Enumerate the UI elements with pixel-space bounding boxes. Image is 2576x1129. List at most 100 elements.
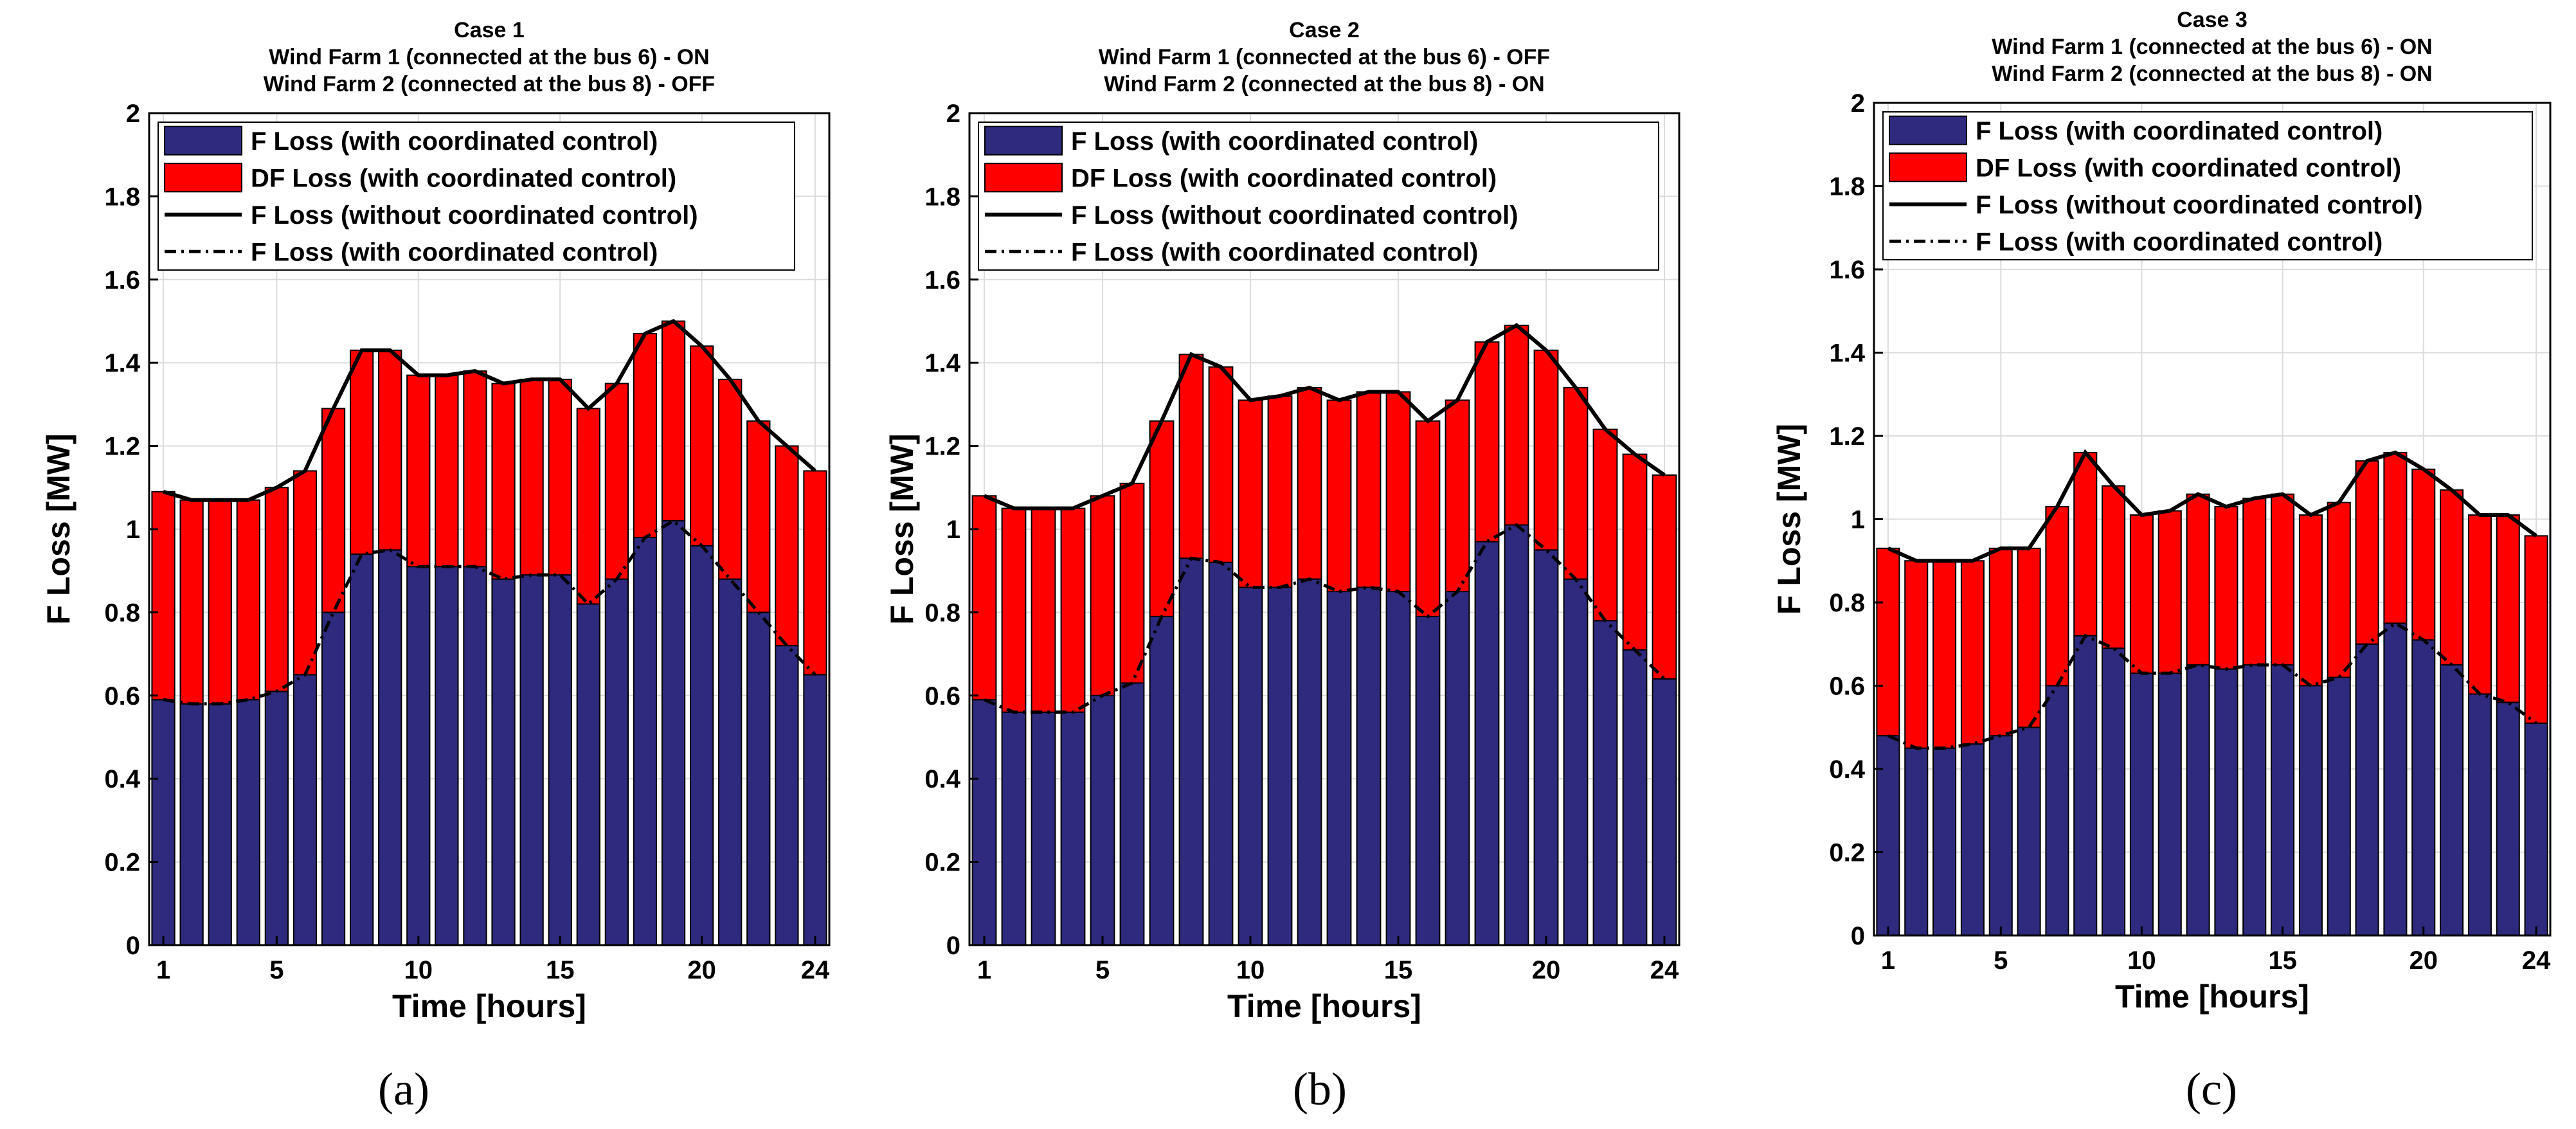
legend-label: DF Loss (with coordinated control): [1071, 164, 1497, 192]
bar-f-loss: [2186, 664, 2210, 936]
line-f-loss-with-coordinated-control: [984, 523, 1666, 714]
y-tick-label: 0.6: [1829, 673, 1865, 701]
x-tick-label: 15: [2268, 946, 2297, 975]
bar-f-loss: [1238, 586, 1263, 946]
bar-f-loss: [1932, 747, 1957, 936]
bar-f-loss: [2411, 639, 2436, 937]
chart-subtitle: Wind Farm 2 (connected at the bus 8) - O…: [1104, 72, 1544, 96]
panel-caption: (a): [378, 1063, 429, 1115]
bar-df-loss: [1960, 560, 1985, 745]
bar-f-loss: [604, 578, 629, 946]
legend-label: F Loss (with coordinated control): [1071, 238, 1478, 266]
bar-df-loss: [2214, 506, 2238, 670]
y-tick-label: 0.4: [1829, 755, 1865, 784]
bar-f-loss: [1876, 735, 1900, 936]
line-f-loss-without-coordinated-control: [163, 318, 816, 502]
bar-df-loss: [1297, 387, 1322, 580]
bar-f-loss: [2327, 676, 2351, 937]
y-tick-label: 1: [946, 516, 960, 544]
bar-f-loss: [633, 536, 658, 946]
bar-df-loss: [2298, 514, 2323, 687]
bar-df-loss: [1533, 349, 1559, 551]
bar-df-loss: [179, 499, 204, 705]
bar-f-loss: [151, 699, 176, 946]
y-tick-label: 2: [1851, 89, 1865, 118]
bar-f-loss: [2383, 622, 2408, 936]
y-tick-label: 0.8: [104, 599, 140, 627]
bar-df-loss: [2045, 506, 2069, 687]
bar-df-loss: [349, 349, 374, 555]
bar-f-loss: [1533, 549, 1559, 946]
bar-f-loss: [1119, 682, 1145, 946]
bar-df-loss: [1622, 453, 1648, 651]
y-tick-label: 1.4: [104, 349, 140, 377]
bar-df-loss: [2157, 510, 2182, 674]
bar-df-loss: [2129, 514, 2154, 674]
legend-label: F Loss (with coordinated control): [1976, 117, 2382, 145]
bar-f-loss: [293, 674, 318, 946]
bar-f-loss: [803, 674, 827, 946]
bar-f-loss: [2496, 701, 2520, 937]
bar-df-loss: [689, 345, 714, 546]
bar-f-loss: [1592, 620, 1618, 946]
bar-f-loss: [1297, 578, 1322, 946]
bar-f-loss: [1090, 694, 1115, 946]
bar-f-loss: [1356, 586, 1382, 946]
bar-df-loss: [2383, 451, 2408, 624]
bar-df-loss: [2102, 485, 2126, 649]
line-f-loss-without-coordinated-control: [1887, 449, 2537, 563]
y-tick-label: 0.2: [104, 849, 140, 877]
line-f-loss-with-coordinated-control: [1887, 621, 2537, 750]
bar-f-loss: [264, 691, 289, 946]
bar-df-loss: [1031, 507, 1056, 713]
bar-df-loss: [2271, 493, 2295, 666]
bar-df-loss: [1592, 428, 1618, 622]
bar-f-loss: [435, 566, 459, 946]
y-tick-label: 1: [126, 516, 140, 544]
y-tick-label: 0.6: [104, 682, 140, 710]
bar-f-loss: [1031, 711, 1056, 946]
bar-df-loss: [746, 420, 771, 613]
bar-df-loss: [971, 495, 997, 701]
bar-df-loss: [463, 370, 487, 568]
bar-f-loss: [1652, 678, 1677, 946]
bar-df-loss: [2242, 498, 2267, 666]
legend-label: F Loss (without coordinated control): [1976, 191, 2423, 219]
bar-df-loss: [1504, 324, 1529, 526]
bar-df-loss: [293, 470, 318, 676]
bar-df-loss: [2327, 501, 2351, 678]
bar-f-loss: [349, 553, 374, 946]
bar-df-loss: [775, 445, 799, 647]
line-f-loss-without-coordinated-control: [983, 323, 1666, 510]
bar-f-loss: [1060, 711, 1086, 946]
bar-df-loss: [718, 379, 743, 580]
y-axis-label: F Loss [MW]: [884, 433, 920, 624]
bar-f-loss: [321, 611, 346, 946]
chart-panel-case-2: 00.20.40.60.811.21.41.61.821 5 10 15 20 24Tim…: [884, 18, 1680, 1115]
bar-df-loss: [208, 499, 232, 705]
bar-df-loss: [2411, 468, 2436, 641]
bar-df-loss: [1563, 387, 1589, 580]
y-tick-label: 2: [126, 100, 140, 128]
chart-subtitle: Wind Farm 1 (connected at the bus 6) - O…: [1099, 45, 1550, 69]
legend-swatch: [1889, 115, 1967, 145]
bar-df-loss: [2355, 460, 2379, 645]
bar-df-loss: [1238, 399, 1263, 588]
x-tick-label: 20: [687, 956, 716, 984]
chart-panel-case-3: 00.20.40.60.811.21.41.61.821 5 10 15 20 24Tim…: [1771, 8, 2552, 1115]
y-tick-label: 0.8: [924, 599, 960, 627]
bar-df-loss: [236, 499, 260, 701]
bar-f-loss: [2298, 685, 2323, 936]
bar-df-loss: [1445, 399, 1470, 593]
bar-f-loss: [2017, 727, 2041, 936]
bar-f-loss: [548, 574, 572, 946]
bar-f-loss: [2271, 664, 2295, 936]
x-tick-label: 20: [2409, 946, 2438, 975]
bar-f-loss: [689, 545, 714, 946]
bar-f-loss: [1622, 649, 1648, 946]
bar-df-loss: [604, 383, 629, 580]
bar-df-loss: [1356, 391, 1382, 588]
bar-df-loss: [1149, 420, 1175, 617]
bar-f-loss: [2157, 673, 2182, 936]
